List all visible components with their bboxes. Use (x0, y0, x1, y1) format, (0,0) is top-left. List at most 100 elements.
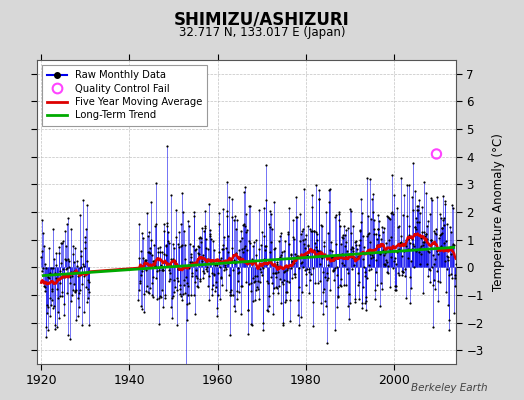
Point (219, 241, 227, 248)
Point (194, 244, 203, 250)
Point (157, 262, 166, 269)
Point (215, 210, 223, 216)
Point (311, 240, 319, 246)
Point (178, 242, 187, 248)
Point (55, 315, 63, 322)
Point (210, 272, 219, 278)
Point (257, 229, 266, 235)
Point (159, 267, 168, 274)
Point (390, 248, 398, 254)
Point (146, 245, 154, 251)
Point (370, 217, 378, 223)
Point (258, 272, 267, 278)
Point (227, 244, 236, 251)
Point (179, 291, 188, 298)
Point (312, 229, 320, 235)
Point (238, 246, 246, 252)
Point (185, 240, 194, 247)
Point (411, 188, 419, 194)
Point (202, 236, 210, 242)
Point (278, 281, 287, 288)
Point (310, 228, 318, 234)
Point (434, 278, 442, 284)
Point (367, 265, 375, 272)
Point (233, 296, 241, 303)
Point (150, 258, 158, 264)
Point (250, 297, 259, 303)
Point (139, 291, 148, 298)
Point (377, 235, 385, 242)
Point (272, 261, 281, 268)
Point (136, 248, 145, 254)
Point (397, 175, 406, 182)
Point (149, 258, 158, 265)
Point (386, 246, 394, 252)
Point (278, 278, 286, 285)
Point (333, 264, 342, 270)
Point (330, 266, 338, 273)
Point (345, 291, 354, 297)
Point (154, 268, 162, 275)
Point (451, 272, 459, 278)
Point (258, 263, 266, 269)
Point (62, 290, 71, 296)
Point (242, 229, 250, 236)
Point (72, 287, 80, 293)
Point (342, 227, 351, 233)
Point (138, 255, 147, 261)
Point (63, 221, 72, 227)
Point (206, 236, 215, 243)
Point (322, 253, 330, 260)
Point (318, 223, 326, 229)
Point (316, 253, 325, 259)
Point (376, 241, 385, 248)
Point (146, 285, 154, 292)
Point (252, 252, 260, 258)
Point (394, 224, 402, 230)
Point (75, 287, 84, 294)
Point (300, 236, 309, 242)
Point (203, 256, 211, 262)
Point (284, 265, 292, 272)
Point (144, 289, 152, 296)
Point (401, 266, 410, 272)
Point (291, 251, 299, 258)
Point (439, 193, 447, 199)
Point (39, 279, 47, 286)
Point (442, 238, 450, 244)
Point (160, 221, 169, 228)
Point (331, 327, 340, 334)
Point (152, 296, 161, 302)
Point (52, 276, 61, 282)
Point (201, 244, 210, 251)
Point (335, 209, 344, 215)
Point (168, 315, 176, 321)
Point (76, 212, 84, 218)
Point (274, 269, 282, 276)
Point (188, 273, 196, 280)
Point (156, 249, 165, 256)
Point (177, 242, 185, 249)
Point (281, 268, 290, 274)
Point (58, 266, 67, 272)
Point (51, 275, 60, 282)
Point (305, 290, 313, 296)
Point (222, 244, 231, 251)
Point (67, 226, 75, 232)
Point (62, 243, 70, 250)
Point (75, 264, 84, 271)
Point (49, 264, 57, 271)
Point (346, 207, 355, 214)
Point (425, 266, 433, 272)
Point (147, 237, 155, 243)
Point (279, 322, 288, 328)
Point (435, 279, 444, 286)
Point (243, 227, 252, 234)
Point (292, 253, 301, 259)
Point (432, 225, 440, 232)
Point (209, 282, 217, 288)
Point (154, 249, 162, 255)
Point (215, 221, 223, 227)
Point (59, 238, 67, 245)
Point (311, 182, 320, 188)
